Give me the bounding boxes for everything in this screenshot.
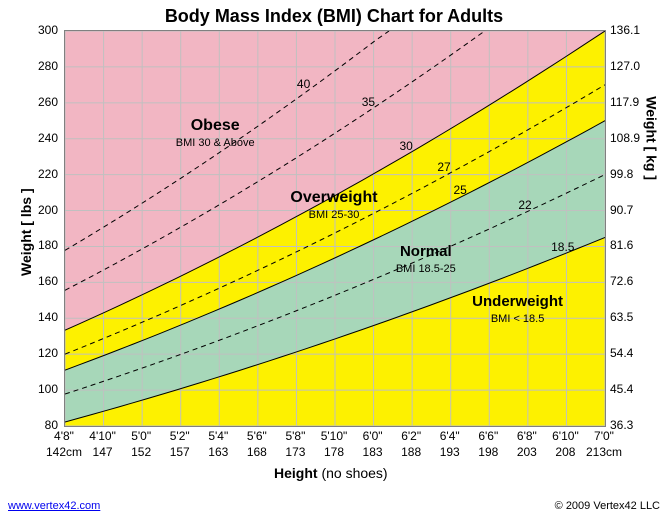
x-tick-ft: 6'0" <box>355 429 391 443</box>
x-tick-cm: 163 <box>196 445 240 459</box>
y-right-tick: 90.7 <box>610 203 650 217</box>
category-label: Obese <box>145 117 285 135</box>
y-right-tick: 108.9 <box>610 131 650 145</box>
x-tick-ft: 5'2" <box>162 429 198 443</box>
bmi-chart: Body Mass Index (BMI) Chart for Adults W… <box>0 0 668 520</box>
category-sublabel: BMI 18.5-25 <box>356 263 496 275</box>
x-tick-cm: 147 <box>81 445 125 459</box>
iso-line-label: 30 <box>390 139 422 153</box>
category-label: Overweight <box>264 189 404 207</box>
y-right-tick: 136.1 <box>610 23 650 37</box>
iso-line-label: 27 <box>428 160 460 174</box>
x-tick-ft: 5'4" <box>200 429 236 443</box>
y-left-tick: 120 <box>28 346 58 360</box>
x-tick-ft: 6'6" <box>470 429 506 443</box>
x-axis-label-suffix: (no shoes) <box>318 465 388 481</box>
x-tick-cm: 208 <box>543 445 587 459</box>
x-axis-label-main: Height <box>274 465 318 481</box>
footer-copyright: © 2009 Vertex42 LLC <box>555 500 660 512</box>
x-tick-cm: 203 <box>505 445 549 459</box>
y-right-tick: 117.9 <box>610 95 650 109</box>
x-tick-cm: 142cm <box>42 445 86 459</box>
y-left-tick: 240 <box>28 131 58 145</box>
iso-line-label: 35 <box>352 95 384 109</box>
x-tick-cm: 157 <box>158 445 202 459</box>
x-tick-cm: 188 <box>389 445 433 459</box>
y-right-tick: 81.6 <box>610 238 650 252</box>
x-tick-ft: 6'8" <box>509 429 545 443</box>
plot-area <box>64 30 606 427</box>
y-left-tick: 260 <box>28 95 58 109</box>
category-sublabel: BMI 25-30 <box>264 209 404 221</box>
y-left-tick: 140 <box>28 310 58 324</box>
y-right-tick: 45.4 <box>610 382 650 396</box>
footer-link[interactable]: www.vertex42.com <box>8 500 100 512</box>
y-left-tick: 180 <box>28 238 58 252</box>
x-tick-cm: 178 <box>312 445 356 459</box>
x-tick-ft: 6'4" <box>432 429 468 443</box>
x-tick-ft: 5'10" <box>316 429 352 443</box>
category-label: Normal <box>356 243 496 260</box>
x-tick-cm: 198 <box>466 445 510 459</box>
iso-line-label: 22 <box>509 198 541 212</box>
y-right-tick: 72.6 <box>610 274 650 288</box>
x-tick-ft: 4'8" <box>46 429 82 443</box>
y-left-tick: 300 <box>28 23 58 37</box>
x-tick-cm: 173 <box>273 445 317 459</box>
x-tick-ft: 5'0" <box>123 429 159 443</box>
y-right-tick: 63.5 <box>610 310 650 324</box>
y-left-tick: 100 <box>28 382 58 396</box>
iso-line-label: 18.5 <box>547 240 579 254</box>
x-tick-ft: 7'0" <box>586 429 622 443</box>
y-right-tick: 127.0 <box>610 59 650 73</box>
x-tick-ft: 5'6" <box>239 429 275 443</box>
x-tick-cm: 168 <box>235 445 279 459</box>
x-tick-cm: 193 <box>428 445 472 459</box>
iso-line-label: 25 <box>444 183 476 197</box>
x-tick-ft: 6'10" <box>547 429 583 443</box>
x-tick-ft: 6'2" <box>393 429 429 443</box>
y-left-tick: 280 <box>28 59 58 73</box>
x-tick-ft: 5'8" <box>277 429 313 443</box>
x-tick-cm: 152 <box>119 445 163 459</box>
x-tick-cm: 183 <box>351 445 395 459</box>
x-axis-label: Height (no shoes) <box>274 465 388 481</box>
y-left-tick: 200 <box>28 203 58 217</box>
category-sublabel: BMI 30 & Above <box>145 137 285 149</box>
category-sublabel: BMI < 18.5 <box>448 313 588 325</box>
category-label: Underweight <box>448 293 588 310</box>
y-right-tick: 54.4 <box>610 346 650 360</box>
chart-title: Body Mass Index (BMI) Chart for Adults <box>0 6 668 27</box>
x-tick-cm: 213cm <box>582 445 626 459</box>
y-axis-left-label: Weight [ lbs ] <box>18 188 34 276</box>
y-left-tick: 160 <box>28 274 58 288</box>
y-right-tick: 99.8 <box>610 167 650 181</box>
y-left-tick: 220 <box>28 167 58 181</box>
chart-svg <box>65 31 605 426</box>
x-tick-ft: 4'10" <box>85 429 121 443</box>
iso-line-label: 40 <box>288 77 320 91</box>
